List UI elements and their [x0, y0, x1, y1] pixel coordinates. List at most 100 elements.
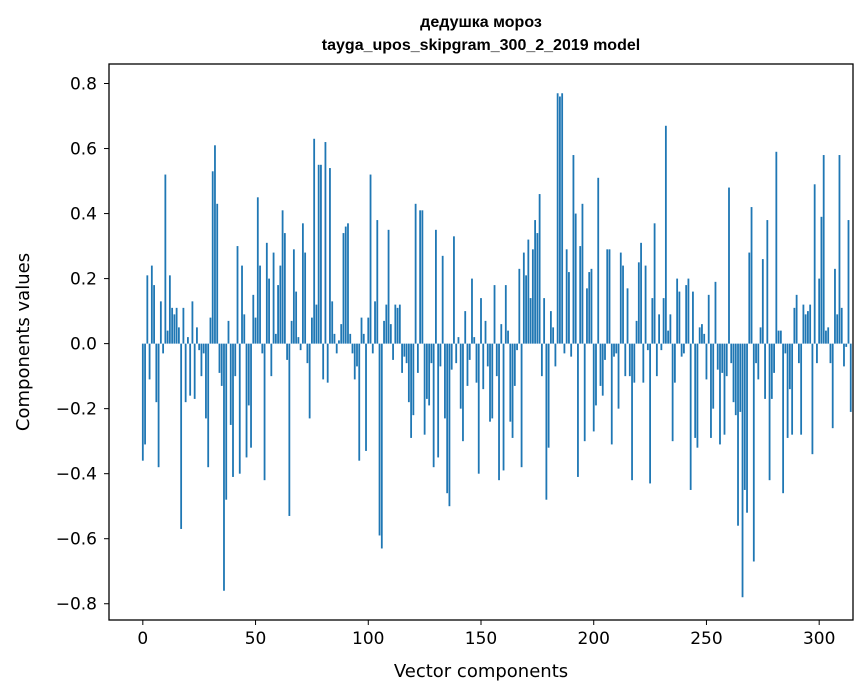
bar-component-197 [586, 288, 588, 344]
bar-component-254 [714, 281, 717, 344]
bar-component-51 [256, 197, 259, 344]
bar-component-174 [534, 220, 537, 344]
bar-component-9 [162, 343, 165, 354]
bar-component-64 [286, 343, 289, 360]
y-tick-label: −0.2 [56, 400, 97, 420]
bar-component-249 [703, 333, 706, 344]
bar-component-295 [807, 311, 809, 344]
bar-component-268 [746, 343, 748, 513]
bar-component-111 [392, 343, 394, 360]
bar-component-124 [421, 210, 424, 344]
bar-component-284 [782, 343, 785, 494]
bar-component-291 [797, 343, 800, 364]
bar-component-24 [196, 327, 198, 344]
bar-component-214 [624, 343, 627, 377]
bar-component-205 [604, 343, 606, 360]
bar-component-230 [660, 343, 663, 351]
bar-component-148 [475, 343, 478, 383]
bar-component-304 [827, 327, 830, 344]
bar-component-22 [191, 301, 194, 344]
bar-component-269 [748, 252, 751, 344]
bar-component-217 [631, 343, 633, 481]
bar-component-262 [732, 343, 735, 403]
bar-component-60 [277, 285, 279, 344]
bar-component-2 [146, 275, 149, 344]
bar-component-147 [473, 337, 476, 344]
bar-component-293 [802, 304, 805, 344]
bar-component-47 [247, 343, 250, 406]
bar-component-43 [238, 343, 241, 474]
bar-component-82 [326, 343, 329, 383]
bar-component-303 [825, 330, 827, 344]
bar-component-21 [189, 343, 192, 396]
bar-component-165 [513, 343, 516, 386]
bar-component-75 [311, 317, 313, 344]
bar-component-97 [360, 317, 363, 344]
bar-component-267 [743, 343, 746, 490]
bar-component-189 [568, 272, 570, 344]
bar-component-136 [448, 343, 451, 507]
bar-component-95 [356, 343, 358, 367]
bar-component-142 [462, 343, 464, 442]
bar-component-277 [766, 220, 769, 344]
bar-component-288 [791, 343, 794, 435]
bar-component-96 [358, 343, 361, 461]
bar-component-260 [728, 187, 730, 344]
bar-component-216 [628, 343, 631, 377]
bar-component-213 [622, 265, 624, 344]
bar-component-129 [432, 343, 435, 468]
bar-component-275 [761, 259, 764, 344]
bar-component-65 [288, 343, 291, 516]
bar-component-31 [211, 171, 214, 344]
y-tick-label: −0.6 [56, 530, 97, 550]
bar-component-237 [676, 278, 679, 344]
bar-component-218 [633, 343, 636, 383]
bar-component-13 [171, 307, 174, 344]
bar-component-200 [592, 343, 595, 432]
bar-component-285 [784, 343, 787, 354]
bar-component-39 [229, 343, 232, 425]
bar-component-14 [173, 314, 176, 344]
x-tick-label: 200 [578, 629, 610, 649]
bar-component-38 [227, 320, 230, 344]
bar-component-224 [646, 343, 649, 351]
bar-component-115 [401, 343, 403, 373]
bar-component-271 [752, 343, 755, 562]
bar-component-247 [698, 327, 701, 344]
bar-component-151 [482, 343, 485, 390]
bar-component-298 [813, 184, 816, 344]
bar-component-243 [689, 343, 692, 490]
bar-component-88 [340, 324, 343, 344]
bar-component-225 [649, 343, 651, 484]
bar-component-113 [396, 307, 399, 344]
bar-component-185 [559, 96, 561, 344]
y-tick-label: −0.4 [56, 465, 97, 485]
bar-component-202 [597, 177, 600, 344]
bar-component-49 [252, 294, 255, 344]
x-tick-label: 250 [690, 629, 722, 649]
bar-component-29 [207, 343, 210, 468]
bar-component-270 [750, 207, 753, 344]
bar-component-41 [234, 343, 237, 377]
bar-component-1 [144, 343, 146, 445]
bar-component-258 [723, 343, 726, 435]
bar-component-290 [795, 294, 798, 344]
bar-component-36 [223, 343, 225, 591]
bar-component-252 [710, 343, 712, 438]
bar-component-52 [259, 265, 261, 344]
bar-component-94 [353, 343, 356, 380]
bar-component-206 [606, 249, 609, 344]
bar-component-313 [847, 220, 850, 344]
bar-component-236 [673, 343, 676, 383]
bar-component-166 [516, 343, 518, 351]
bar-component-128 [430, 343, 433, 364]
bar-component-184 [556, 93, 559, 344]
bar-component-120 [412, 343, 415, 416]
bar-component-219 [635, 320, 638, 344]
bar-component-141 [459, 343, 462, 409]
bar-component-160 [502, 343, 505, 471]
bar-component-157 [495, 343, 498, 377]
bar-component-50 [254, 317, 257, 344]
bar-component-80 [322, 343, 325, 380]
